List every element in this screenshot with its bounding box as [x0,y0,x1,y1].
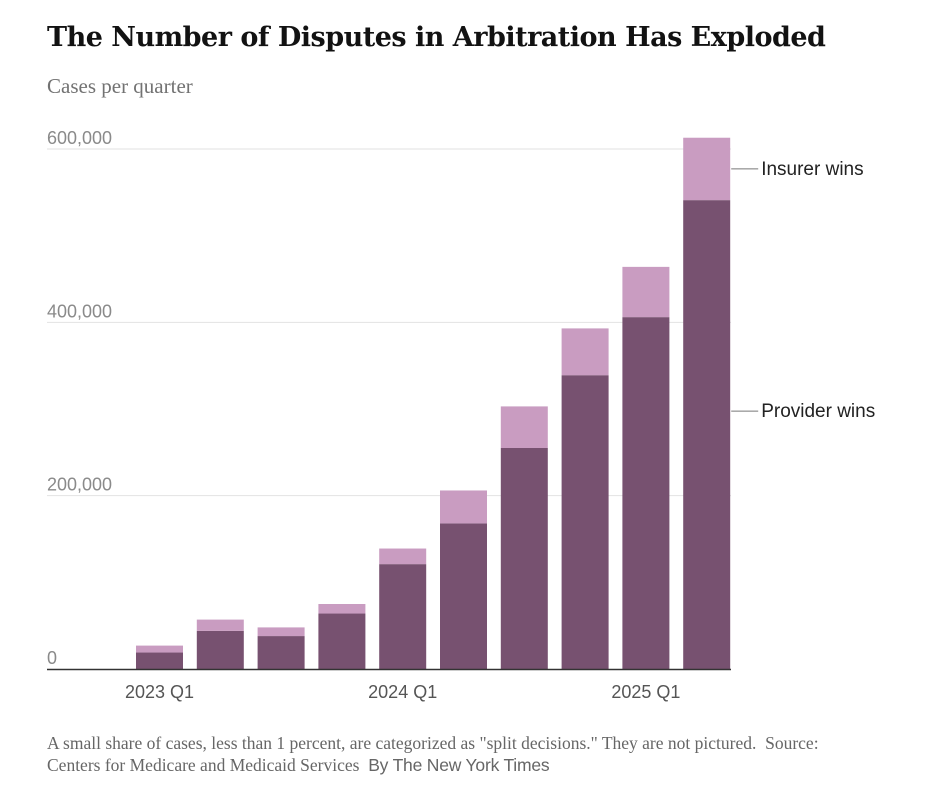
bar-insurer-wins [379,548,427,565]
series-label: Provider wins [761,401,875,422]
bar-provider-wins [196,630,244,669]
y-tick-label: 600,000 [47,128,112,148]
bar-provider-wins [440,523,487,669]
bar-provider-wins [683,200,731,669]
bar-chart: 0 200,000 400,000 600,000 2023 Q1 2024 Q1 2025… [47,128,875,702]
bar-provider-wins [500,448,548,669]
x-tick-label: 2023 Q1 [125,682,194,702]
x-tick-label: 2024 Q1 [368,682,437,702]
bar-provider-wins [136,652,183,669]
bar-provider-wins [561,375,609,669]
y-tick-label: 0 [47,648,57,668]
bar-provider-wins [379,564,427,669]
bar-insurer-wins [257,627,305,637]
bar-provider-wins [622,317,670,669]
chart-title: The Number of Disputes in Arbitration Ha… [47,22,826,53]
bar-insurer-wins [683,137,731,201]
x-tick-label: 2025 Q1 [611,682,680,702]
footnote-text: A small share of cases, less than 1 perc… [47,733,757,753]
chart-footnote: A small share of cases, less than 1 perc… [47,732,867,776]
bar-insurer-wins [500,406,548,448]
series-label: Insurer wins [761,159,863,180]
y-tick-label: 200,000 [47,475,112,495]
bar-provider-wins [257,636,305,669]
bar-insurer-wins [136,645,183,653]
bar-provider-wins [318,613,366,669]
bar-insurer-wins [622,266,670,318]
byline-text: By The New York Times [368,755,550,775]
chart-subtitle: Cases per quarter [47,74,193,98]
y-tick-label: 400,000 [47,301,112,321]
bar-insurer-wins [318,604,366,614]
source-text: Source: Centers for Medicare and Medicai… [47,733,819,775]
bar-insurer-wins [196,619,244,631]
bar-insurer-wins [561,328,609,376]
bar-insurer-wins [440,490,487,524]
